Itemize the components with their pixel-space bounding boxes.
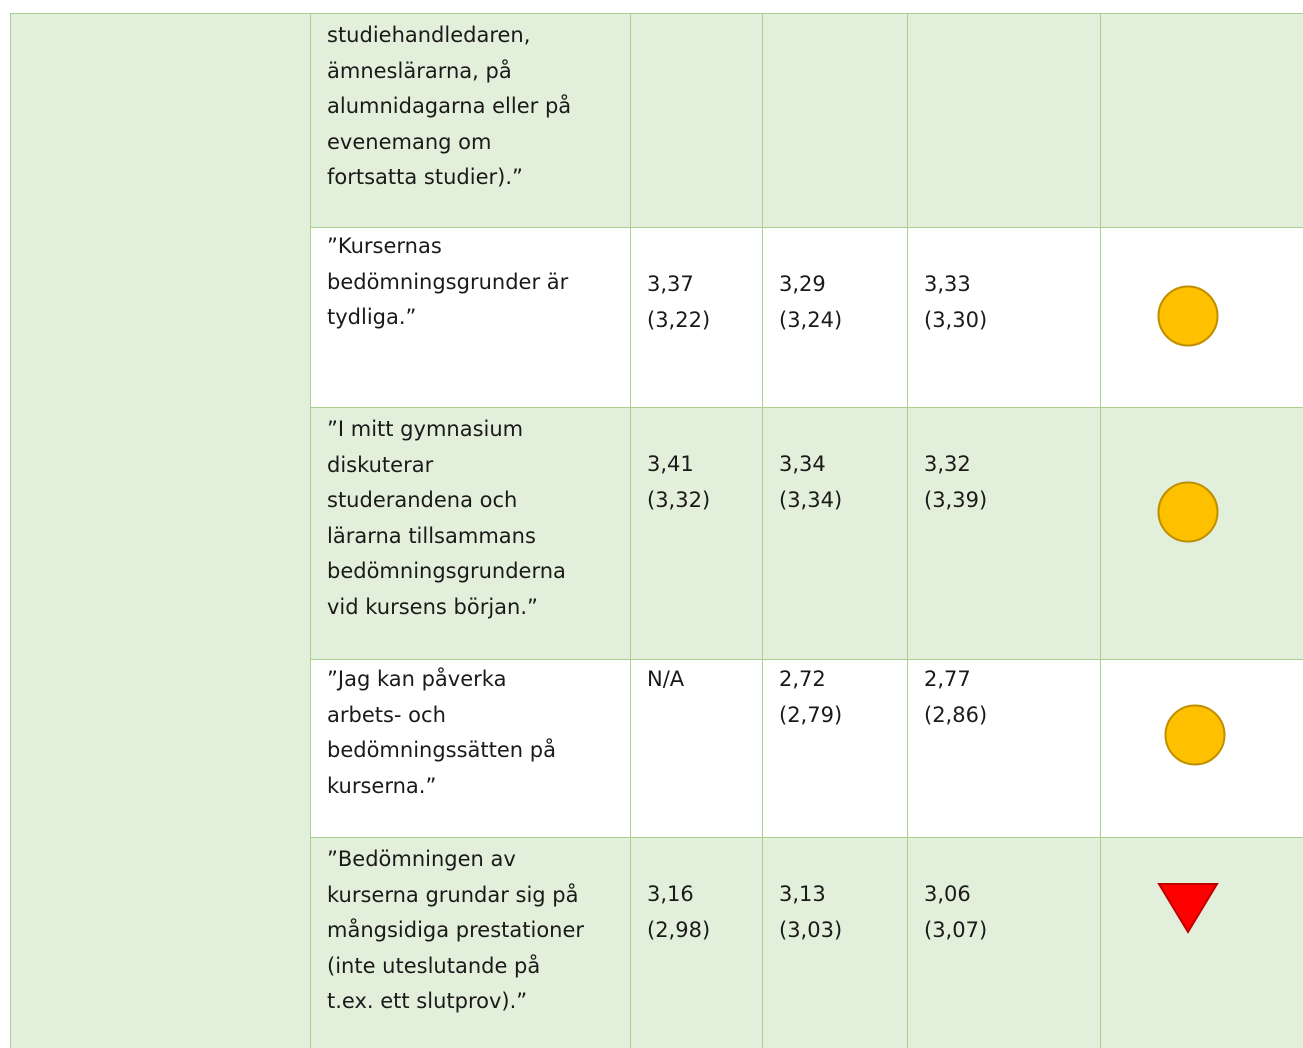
value-line: 2,77 — [924, 667, 971, 691]
text-line: diskuterar — [327, 452, 434, 477]
table-cell — [1101, 838, 1303, 1048]
text-line: mångsidiga prestationer — [327, 918, 585, 942]
question-text: studiehandledaren, ämneslärarna, på alumni… — [327, 18, 571, 196]
table-cell — [763, 408, 908, 660]
text-line: ”Jag kan påverka — [327, 667, 507, 691]
value-line: 3,16 — [647, 882, 694, 906]
value-line: 2,72 — [779, 667, 826, 691]
status-circle — [1157, 285, 1219, 347]
table-cell — [311, 228, 631, 408]
value-line: (3,34) — [779, 487, 843, 512]
value-line: (2,86) — [924, 702, 988, 727]
status-circle — [1157, 481, 1219, 543]
table-cell — [908, 660, 1101, 838]
value-line: 3,41 — [647, 452, 694, 476]
text-line: t.ex. ett slutprov).” — [327, 989, 528, 1013]
value-line: (3,22) — [647, 307, 711, 332]
text-line: lärarna tillsammans — [327, 523, 536, 548]
text-line: studerandena och — [327, 488, 518, 512]
value-line: 3,33 — [924, 272, 971, 296]
table-cell — [311, 660, 631, 838]
table-cell — [631, 838, 763, 1048]
text-line: ”Bedömningen av — [327, 847, 516, 871]
question-text: ”Jag kan påverka arbets- och bedömningssät… — [327, 662, 556, 804]
value-cell: 3,32 (3,39) — [924, 447, 987, 518]
table-cell — [311, 13, 631, 228]
value-line: (3,39) — [924, 487, 988, 512]
text-line: fortsatta studier).” — [327, 165, 523, 189]
value-line: N/A — [647, 667, 685, 691]
table-cell — [763, 228, 908, 408]
text-line: bedömningsgrunderna — [327, 559, 566, 583]
text-line: ämneslärarna, på — [327, 58, 512, 83]
text-line: bedömningsgrunder är — [327, 269, 569, 294]
value-line: 3,32 — [924, 452, 971, 476]
table-cell — [311, 838, 631, 1048]
value-cell: 3,33 (3,30) — [924, 267, 987, 338]
value-cell: 3,37 (3,22) — [647, 267, 710, 338]
value-line: 3,13 — [779, 882, 826, 906]
text-line: evenemang om — [327, 129, 492, 154]
value-line: 3,06 — [924, 882, 971, 906]
value-cell: 3,34 (3,34) — [779, 447, 842, 518]
table-cell — [631, 660, 763, 838]
text-line: bedömningssätten på — [327, 738, 556, 762]
value-cell: 3,29 (3,24) — [779, 267, 842, 338]
text-line: kurserna grundar sig på — [327, 882, 579, 907]
status-circle — [1164, 704, 1226, 766]
table-cell — [908, 228, 1101, 408]
question-text: ”I mitt gymnasium diskuterar studerandena … — [327, 412, 566, 625]
value-cell: 2,77 (2,86) — [924, 662, 987, 733]
question-text: ”Kursernas bedömningsgrunder är tydliga.” — [327, 229, 568, 336]
value-line: (3,32) — [647, 487, 711, 512]
value-line: (2,98) — [647, 917, 711, 942]
value-cell: 3,13 (3,03) — [779, 877, 842, 948]
table-cell — [763, 838, 908, 1048]
question-text: ”Bedömningen av kurserna grundar sig på må… — [327, 842, 584, 1020]
table-cell — [908, 13, 1101, 228]
table-cell — [763, 13, 908, 228]
value-cell: 2,72 (2,79) — [779, 662, 842, 733]
text-line: arbets- och — [327, 702, 446, 727]
value-line: 3,37 — [647, 272, 694, 296]
status-triangle — [1157, 883, 1219, 934]
table-cell — [631, 13, 763, 228]
text-line: studiehandledaren, — [327, 23, 531, 47]
value-cell: 3,06 (3,07) — [924, 877, 987, 948]
merged-cell — [10, 13, 311, 1048]
value-cell: 3,16 (2,98) — [647, 877, 710, 948]
value-line: 3,34 — [779, 452, 826, 476]
text-line: ”Kursernas — [327, 234, 442, 258]
text-line: (inte uteslutande på — [327, 953, 541, 978]
value-line: 3,29 — [779, 272, 826, 296]
value-line: (3,07) — [924, 917, 988, 942]
table-cell — [908, 838, 1101, 1048]
table-cell — [908, 408, 1101, 660]
text-line: alumnidagarna eller på — [327, 94, 572, 118]
table-cell — [311, 408, 631, 660]
text-line: kurserna.” — [327, 773, 437, 798]
text-line: tydliga.” — [327, 305, 417, 329]
value-line: (3,03) — [779, 917, 843, 942]
table-cell — [631, 408, 763, 660]
value-cell: N/A — [647, 662, 684, 698]
table-cell — [631, 228, 763, 408]
text-line: vid kursens början.” — [327, 594, 538, 619]
table-cell — [1101, 13, 1303, 228]
value-cell: 3,41 (3,32) — [647, 447, 710, 518]
value-line: (3,24) — [779, 307, 843, 332]
value-line: (2,79) — [779, 702, 843, 727]
text-line: ”I mitt gymnasium — [327, 417, 524, 441]
value-line: (3,30) — [924, 307, 988, 332]
table-cell — [763, 660, 908, 838]
